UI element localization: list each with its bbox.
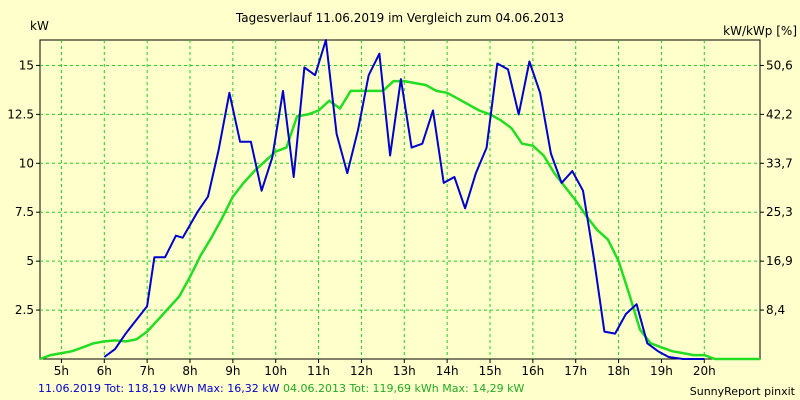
x-tick-label: 10h [264,364,287,378]
y-axis-left-label: kW [30,19,49,33]
credit-text: SunnyReport pinxit [690,385,796,398]
y-tick-label-left: 12.5 [7,107,34,121]
chart-footer: 11.06.2019 Tot: 118,19 kWh Max: 16,32 kW… [38,382,525,395]
y-tick-label-left: 15 [19,58,34,72]
x-tick-label: 6h [97,364,112,378]
x-tick-label: 15h [479,364,502,378]
x-tick-label: 7h [140,364,155,378]
y-tick-label-left: 2.5 [15,303,34,317]
plot-area [39,39,761,360]
y-tick-label-right: 8,4 [766,303,785,317]
y-tick-label-right: 50,6 [766,58,793,72]
x-tick-label: 20h [693,364,716,378]
y-tick-label-right: 33,7 [766,156,793,170]
x-tick-label: 13h [393,364,416,378]
y-tick-label-right: 16,9 [766,254,793,268]
series-line-2 [39,79,760,361]
x-tick-label: 18h [607,364,630,378]
series-layer [39,39,760,361]
x-tick-label: 12h [350,364,373,378]
y-axis-right-label: kW/kWp [%] [723,24,797,38]
x-tick-label: 16h [521,364,544,378]
x-axis: 5h 6h 7h 8h 9h 10h 11h 12h 13h 14h 15h 16h 17h 18h 19h… [54,359,716,378]
legend-series-2-stats: Tot: 119,69 kWh Max: 14,29 kW [348,382,524,395]
y-axis-right: 8,4 16,9 25,3 33,7 42,2 50,6 [760,58,793,317]
legend-series-1-stats: Tot: 118,19 kWh Max: 16,32 kW [103,382,279,395]
x-tick-label: 8h [182,364,197,378]
y-axis-left: 2.5 5 7.5 10 12.5 15 [7,58,40,317]
x-tick-label: 11h [307,364,330,378]
y-tick-label-left: 7.5 [15,205,34,219]
x-tick-label: 5h [54,364,69,378]
series-line-1 [103,39,705,360]
legend-series-2-date: 04.06.2013 [283,382,346,395]
y-tick-label-left: 5 [26,254,34,268]
legend-series-1-date: 11.06.2019 [38,382,101,395]
x-tick-label: 17h [564,364,587,378]
y-tick-label-right: 25,3 [766,205,793,219]
x-tick-label: 19h [650,364,673,378]
chart-title: Tagesverlauf 11.06.2019 im Vergleich zum… [235,11,564,25]
y-tick-label-right: 42,2 [766,107,793,121]
x-tick-label: 9h [225,364,240,378]
x-tick-label: 14h [436,364,459,378]
y-tick-label-left: 10 [19,156,34,170]
